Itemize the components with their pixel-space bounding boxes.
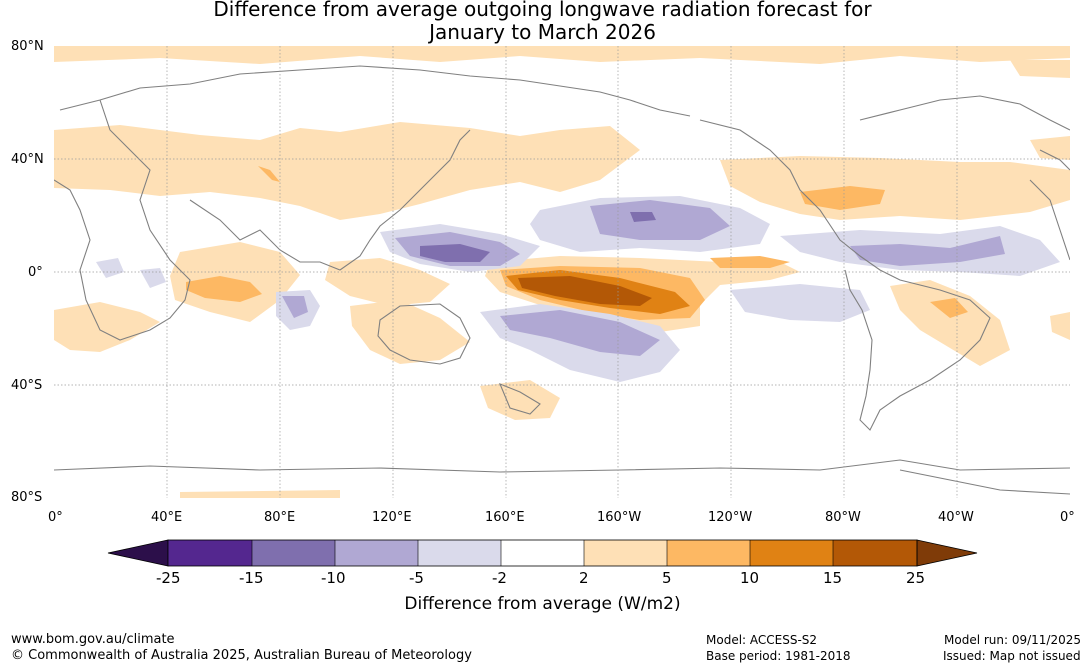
- colorbar-bin: [667, 540, 750, 566]
- colorbar-bin: [750, 540, 833, 566]
- lon-label: 40°W: [938, 510, 974, 525]
- anomaly-positive-15-25: [518, 276, 652, 306]
- lon-label: 160°E: [485, 510, 525, 525]
- lon-label: 80°W: [825, 510, 861, 525]
- issued-status: Issued: Map not issued: [943, 649, 1081, 663]
- colorbar-tick-label: -5: [409, 569, 424, 587]
- colorbar-bin: [584, 540, 667, 566]
- colorbar-bin: [501, 540, 584, 566]
- colorbar-tick-label: 15: [823, 569, 843, 587]
- colorbar-bin: [418, 540, 501, 566]
- colorbar-bin: [252, 540, 335, 566]
- map-title-line-1: Difference from average outgoing longwav…: [213, 0, 872, 21]
- graticule: [54, 46, 1070, 498]
- website-link[interactable]: www.bom.gov.au/climate: [11, 632, 175, 647]
- colorbar-tick-label: -25: [156, 569, 181, 587]
- lon-label: 120°W: [708, 510, 753, 525]
- lon-label: 80°E: [264, 510, 296, 525]
- colorbar-tick-label: -15: [239, 569, 264, 587]
- map-title-line-2: January to March 2026: [429, 20, 656, 44]
- model-run-date: Model run: 09/11/2025: [944, 633, 1082, 647]
- colorbar-bin: [833, 540, 917, 566]
- colorbar-bin: [168, 540, 252, 566]
- model-name: Model: ACCESS-S2: [706, 633, 818, 647]
- lon-label: 40°E: [151, 510, 183, 525]
- lat-label: 80°S: [11, 490, 43, 505]
- colorbar-outline: [167, 539, 918, 567]
- lon-label: 120°E: [372, 510, 412, 525]
- colorbar-tick-label: -10: [321, 569, 346, 587]
- colorbar-low-extension: [107, 539, 169, 567]
- colorbar-tick-label: 25: [906, 569, 926, 587]
- anomaly-negative-10-15: [420, 212, 656, 262]
- lon-label: 0°: [1060, 510, 1075, 525]
- lat-label: 40°N: [11, 152, 44, 167]
- colorbar-tick-label: 2: [579, 569, 589, 587]
- colorbar: [107, 539, 978, 567]
- copyright-text: © Commonwealth of Australia 2025, Austra…: [11, 648, 472, 663]
- lon-label: 160°W: [597, 510, 642, 525]
- lat-label: 80°N: [11, 39, 44, 54]
- colorbar-tick-label: 5: [662, 569, 672, 587]
- colorbar-title: Difference from average (W/m2): [404, 594, 681, 614]
- coastlines: [54, 65, 1070, 495]
- colorbar-tick-label: 10: [740, 569, 760, 587]
- colorbar-tick-label: -2: [492, 569, 507, 587]
- colorbar-bin: [335, 540, 418, 566]
- base-period: Base period: 1981-2018: [706, 649, 851, 663]
- lat-label: 0°: [28, 265, 43, 280]
- lon-label: 0°: [48, 510, 63, 525]
- colorbar-high-extension: [916, 539, 978, 567]
- lat-label: 40°S: [11, 378, 43, 393]
